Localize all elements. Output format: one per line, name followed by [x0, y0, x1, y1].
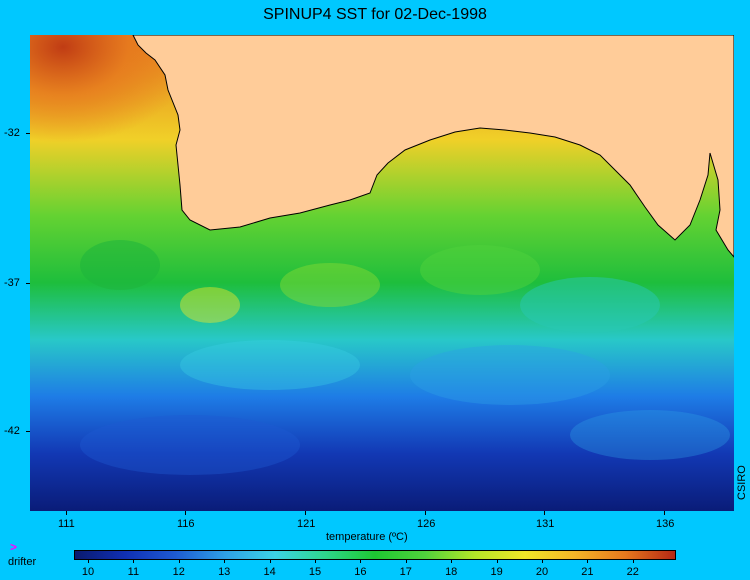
lat-tick-label: -32 — [4, 127, 20, 139]
australia-coastline — [132, 35, 734, 258]
colorbar-tick — [405, 559, 407, 563]
colorbar-tick-label: 10 — [81, 566, 95, 578]
lat-tick — [26, 431, 30, 432]
colorbar — [74, 550, 676, 560]
colorbar-tick-label: 19 — [490, 566, 503, 578]
colorbar-tick-label: 13 — [218, 566, 231, 578]
colorbar-tick-label: 12 — [172, 566, 185, 578]
colorbar-tick-label: 21 — [581, 566, 594, 578]
lon-tick — [664, 511, 665, 515]
colorbar-tick-label: 18 — [445, 566, 458, 578]
colorbar-tick — [88, 559, 89, 563]
lat-tick-label: -42 — [4, 425, 20, 437]
eddy — [520, 277, 660, 333]
lat-tick — [26, 133, 30, 134]
eddy — [410, 345, 610, 405]
credit-label: CSIRO — [736, 465, 748, 500]
colorbar-tick — [587, 559, 589, 563]
lon-tick-label: 111 — [58, 518, 75, 530]
eddy — [280, 263, 380, 307]
sst-map — [30, 35, 734, 511]
eddy — [180, 340, 360, 390]
lat-tick-label: -37 — [4, 277, 20, 289]
colorbar-tick — [496, 559, 498, 563]
colorbar-tick-label: 20 — [535, 566, 549, 578]
drifter-marker-icon: > — [10, 540, 18, 554]
eddy — [80, 240, 160, 290]
lon-tick-label: 121 — [297, 518, 316, 530]
lon-tick — [66, 511, 67, 515]
colorbar-tick — [451, 559, 453, 563]
colorbar-tick — [360, 559, 362, 563]
colorbar-tick — [269, 559, 271, 563]
colorbar-tick-label: 16 — [354, 566, 367, 578]
colorbar-tick — [542, 559, 543, 563]
lat-tick — [26, 283, 30, 284]
colorbar-tick-label: 11 — [127, 566, 140, 578]
map-title: SPINUP4 SST for 02-Dec-1998 — [263, 6, 487, 23]
colorbar-tick — [315, 559, 316, 563]
eddy — [180, 287, 240, 323]
colorbar-tick — [224, 559, 226, 563]
colorbar-tick-label: 15 — [308, 566, 322, 578]
lon-tick-label: 131 — [536, 518, 555, 530]
lon-tick — [425, 511, 426, 515]
eddy — [80, 415, 300, 475]
colorbar-tick-label: 17 — [399, 566, 412, 578]
colorbar-title: temperature (ºC) — [326, 531, 408, 543]
lon-tick-label: 136 — [656, 518, 675, 530]
lon-tick-label: 126 — [417, 518, 436, 530]
colorbar-tick-label: 22 — [626, 566, 639, 578]
eddy — [420, 245, 540, 295]
colorbar-tick-label: 14 — [263, 566, 276, 578]
lon-tick — [185, 511, 186, 515]
lon-tick-label: 116 — [177, 518, 195, 530]
colorbar-tick — [178, 559, 180, 563]
lon-tick — [544, 511, 545, 515]
colorbar-tick — [632, 559, 634, 563]
eddy — [570, 410, 730, 460]
colorbar-tick — [133, 559, 135, 563]
lon-tick — [305, 511, 306, 515]
legend-label: drifter — [8, 556, 37, 568]
